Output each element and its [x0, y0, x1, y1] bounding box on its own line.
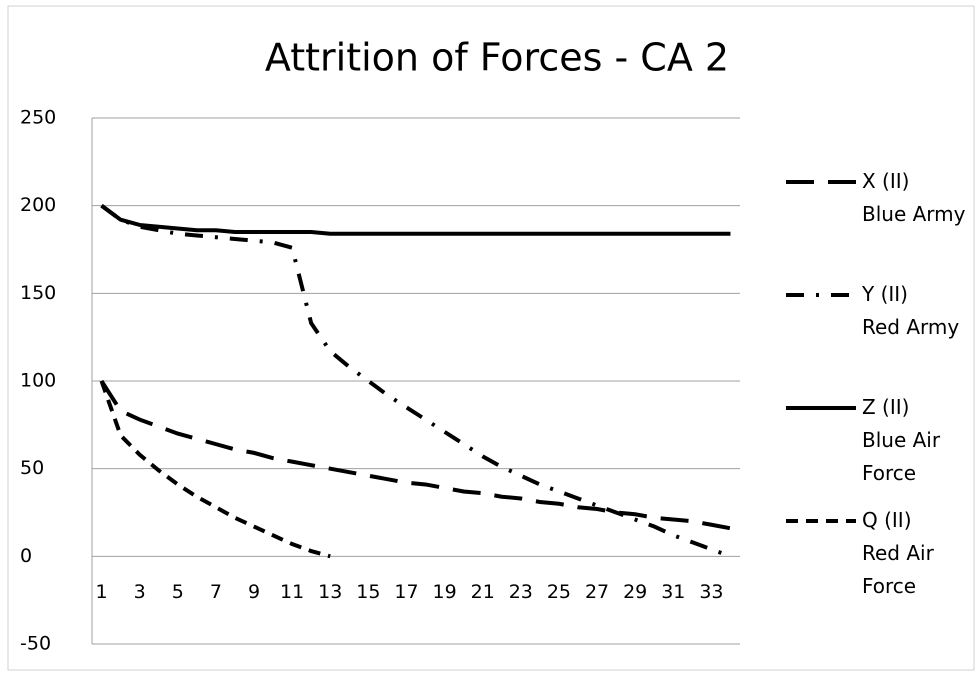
y-tick-label: 200	[20, 194, 56, 216]
x-tick-label: 29	[623, 581, 647, 603]
y-tick-label: 50	[20, 457, 44, 479]
legend-label-line: Blue Air	[862, 428, 941, 452]
chart-border	[7, 5, 975, 671]
legend-label-line: X (II)	[862, 169, 909, 193]
legend-label-line: Blue Army	[862, 202, 966, 226]
x-tick-label: 31	[661, 581, 685, 603]
y-tick-label: 150	[20, 282, 56, 304]
x-tick-label: 11	[280, 581, 304, 603]
legend-label-line: Force	[862, 461, 916, 485]
legend-label-line: Force	[862, 574, 916, 598]
x-tick-label: 13	[318, 581, 342, 603]
y-tick-label: 250	[20, 107, 56, 129]
legend-label: Z (II) Blue Air Force	[862, 395, 941, 485]
y-tick-label: 0	[20, 545, 32, 567]
x-tick-label: 1	[95, 581, 107, 603]
x-tick-label: 23	[509, 581, 533, 603]
chart-title: Attrition of Forces - CA 2	[265, 36, 729, 80]
x-tick-label: 5	[172, 581, 184, 603]
y-tick-label: 100	[20, 370, 56, 392]
series-line	[100, 204, 732, 559]
x-tick-label: 25	[547, 581, 571, 603]
y-tick-label: -50	[20, 633, 51, 655]
series-line	[99, 380, 331, 559]
legend-label-line: Red Army	[862, 315, 959, 339]
x-tick-label: 15	[356, 581, 380, 603]
x-tick-label: 33	[699, 581, 723, 603]
legend-label: Q (II) Red Air Force	[862, 508, 935, 598]
legend-label: X (II) Blue Army	[862, 169, 966, 226]
legend-label-line: Q (II)	[862, 508, 912, 532]
legend-label-line: Z (II)	[862, 395, 909, 419]
x-tick-label: 7	[210, 581, 222, 603]
x-tick-label: 9	[248, 581, 260, 603]
legend-label-line: Y (II)	[861, 282, 908, 306]
x-tick-label: 17	[394, 581, 418, 603]
x-tick-label: 3	[134, 581, 146, 603]
legend-label: Y (II) Red Army	[861, 282, 959, 339]
series-line	[100, 204, 731, 236]
x-tick-label: 27	[585, 581, 609, 603]
x-tick-label: 19	[432, 581, 456, 603]
legend-label-line: Red Air	[862, 541, 935, 565]
x-tick-label: 21	[471, 581, 495, 603]
series-line	[99, 379, 731, 531]
